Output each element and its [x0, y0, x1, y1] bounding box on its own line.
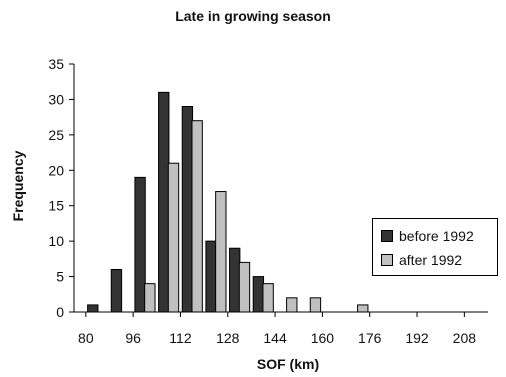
y-tick-label: 15: [48, 198, 64, 214]
bar-after-1992: [238, 261, 251, 313]
legend-label-after-1992: after 1992: [399, 252, 463, 268]
y-tick-label: 20: [48, 162, 64, 178]
x-tick-label: 144: [263, 330, 287, 346]
bar-after-1992: [215, 191, 227, 313]
y-tick-label: 35: [48, 56, 64, 72]
chart-title: Late in growing season: [175, 8, 331, 24]
bar-before-1992: [229, 247, 241, 313]
bar-before-1992: [252, 276, 265, 313]
x-axis-label: SOF (km): [256, 356, 320, 372]
x-tick-label: 128: [216, 330, 240, 346]
bar-before-1992: [134, 176, 146, 313]
x-tick-label: 112: [169, 330, 192, 346]
x-tick-label: 80: [78, 330, 94, 346]
x-tick-label: 160: [311, 330, 335, 346]
bar-before-1992: [181, 106, 194, 313]
y-tick-label: 0: [56, 304, 64, 320]
legend-item-after-1992: after 1992: [381, 251, 462, 269]
legend-swatch-before-1992: [381, 230, 393, 242]
bar-after-1992: [144, 283, 156, 313]
y-tick-label: 5: [56, 269, 64, 285]
bar-before-1992: [87, 304, 99, 313]
x-tick-label: 192: [405, 330, 429, 346]
bar-after-1992: [286, 297, 298, 313]
x-tick-label: 208: [453, 330, 477, 346]
y-tick-label: 30: [48, 91, 64, 107]
legend: before 1992 after 1992: [372, 218, 498, 276]
legend-swatch-after-1992: [381, 254, 393, 266]
legend-label-before-1992: before 1992: [399, 228, 474, 244]
y-tick-label: 10: [48, 233, 64, 249]
bar-before-1992: [110, 268, 123, 313]
bar-after-1992: [357, 304, 369, 313]
bar-after-1992: [262, 283, 274, 313]
legend-item-before-1992: before 1992: [381, 227, 474, 245]
bar-after-1992: [309, 297, 322, 313]
x-tick-label: 176: [358, 330, 382, 346]
y-tick-label: 25: [48, 127, 64, 143]
x-tick-label: 96: [125, 330, 141, 346]
bar-before-1992: [158, 91, 170, 313]
bar-after-1992: [191, 120, 203, 313]
bar-before-1992: [205, 240, 217, 313]
bar-after-1992: [167, 162, 180, 313]
